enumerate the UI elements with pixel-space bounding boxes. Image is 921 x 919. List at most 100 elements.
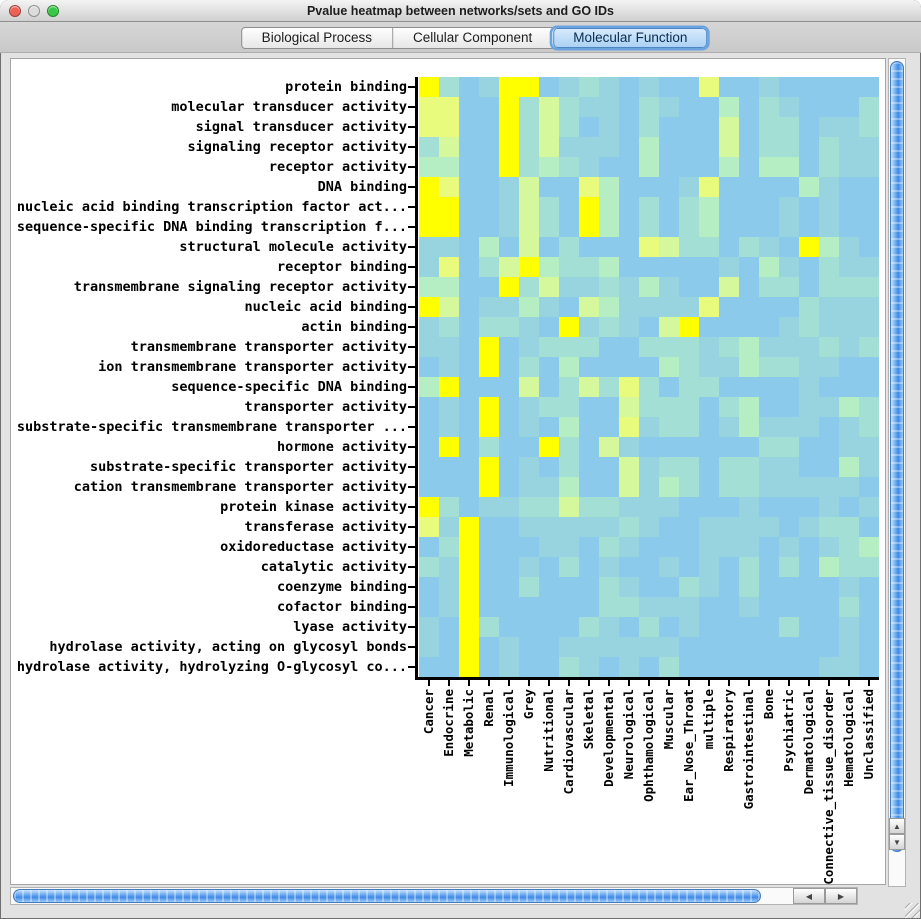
resize-grip[interactable] — [905, 903, 920, 918]
heatmap-cell — [699, 317, 719, 337]
horizontal-scrollbar-thumb[interactable] — [13, 889, 761, 903]
heatmap-cell — [579, 257, 599, 277]
heatmap-cell — [719, 417, 739, 437]
heatmap-cell — [559, 657, 579, 677]
heatmap-cell — [519, 197, 539, 217]
heatmap-cell — [799, 317, 819, 337]
x-tick — [568, 680, 570, 686]
heatmap-cell — [559, 177, 579, 197]
heatmap-cell — [419, 497, 439, 517]
heatmap-cell — [579, 557, 599, 577]
col-label: Developmental — [601, 689, 616, 787]
heatmap-cell — [599, 577, 619, 597]
heatmap-cell — [639, 257, 659, 277]
y-tick — [408, 486, 415, 488]
tab-molecular-function[interactable]: Molecular Function — [552, 28, 708, 48]
zoom-button[interactable] — [47, 5, 59, 17]
heatmap-cell — [619, 157, 639, 177]
heatmap-cell — [759, 77, 779, 97]
heatmap-cell — [679, 417, 699, 437]
heatmap-cell — [659, 477, 679, 497]
heatmap-cell — [519, 457, 539, 477]
heatmap-cell — [459, 617, 479, 637]
heatmap-cell — [679, 517, 699, 537]
heatmap-cell — [679, 137, 699, 157]
minimize-button[interactable] — [28, 5, 40, 17]
heatmap-cell — [839, 77, 859, 97]
heatmap-cell — [439, 417, 459, 437]
heatmap-cell — [779, 517, 799, 537]
heatmap-cell — [539, 497, 559, 517]
heatmap-cell — [539, 397, 559, 417]
y-tick — [408, 366, 415, 368]
heatmap-cell — [739, 317, 759, 337]
heatmap-cell — [479, 297, 499, 317]
y-tick — [408, 466, 415, 468]
heatmap-cell — [719, 337, 739, 357]
heatmap-cell — [659, 577, 679, 597]
heatmap-cell — [679, 237, 699, 257]
heatmap-cell — [459, 457, 479, 477]
scroll-right-button[interactable]: ▶ — [825, 888, 857, 904]
heatmap-cell — [579, 437, 599, 457]
heatmap-cell — [719, 497, 739, 517]
heatmap-cell — [739, 577, 759, 597]
horizontal-scrollbar[interactable]: ◀ ▶ — [10, 887, 858, 905]
y-tick — [408, 206, 415, 208]
col-label: Immunological — [501, 689, 516, 787]
heatmap-cell — [639, 117, 659, 137]
heatmap-cell — [739, 497, 759, 517]
heatmap-cell — [759, 417, 779, 437]
heatmap-cell — [779, 257, 799, 277]
heatmap-cell — [859, 397, 879, 417]
tab-cellular-component[interactable]: Cellular Component — [391, 28, 552, 48]
heatmap-cell — [739, 377, 759, 397]
heatmap-cell — [539, 637, 559, 657]
heatmap-cell — [499, 357, 519, 377]
heatmap-cell — [459, 157, 479, 177]
heatmap-cell — [419, 297, 439, 317]
heatmap-cell — [559, 277, 579, 297]
heatmap-cell — [619, 337, 639, 357]
heatmap-cell — [519, 337, 539, 357]
heatmap-cell — [719, 157, 739, 177]
heatmap-cell — [519, 137, 539, 157]
heatmap-cell — [759, 477, 779, 497]
heatmap-cell — [499, 337, 519, 357]
heatmap-cell — [539, 597, 559, 617]
heatmap-cell — [739, 297, 759, 317]
heatmap-cell — [559, 357, 579, 377]
heatmap-cell — [439, 177, 459, 197]
scroll-left-button[interactable]: ◀ — [793, 888, 825, 904]
heatmap-cell — [479, 437, 499, 457]
scroll-up-button[interactable]: ▲ — [889, 818, 905, 834]
heatmap-cell — [519, 617, 539, 637]
col-label: multiple — [701, 689, 716, 750]
heatmap-cell — [499, 397, 519, 417]
heatmap-cell — [779, 397, 799, 417]
heatmap-cell — [679, 577, 699, 597]
heatmap-cell — [559, 577, 579, 597]
heatmap-cell — [579, 317, 599, 337]
heatmap-cell — [739, 237, 759, 257]
heatmap-cell — [779, 177, 799, 197]
scroll-down-button[interactable]: ▼ — [889, 834, 905, 850]
heatmap-cell — [839, 557, 859, 577]
heatmap-cell — [739, 517, 759, 537]
heatmap-cell — [599, 637, 619, 657]
vertical-scrollbar-thumb[interactable] — [890, 61, 904, 852]
heatmap-cell — [619, 617, 639, 637]
heatmap-cell — [779, 377, 799, 397]
heatmap-cell — [599, 157, 619, 177]
heatmap-cell — [639, 337, 659, 357]
row-label: sequence-specific DNA binding transcript… — [16, 219, 407, 235]
heatmap-cell — [839, 357, 859, 377]
vertical-scrollbar[interactable]: ▲ ▼ — [888, 58, 906, 887]
heatmap-cell — [799, 117, 819, 137]
heatmap-cell — [699, 377, 719, 397]
close-button[interactable] — [9, 5, 21, 17]
heatmap-cell — [439, 117, 459, 137]
heatmap-cell — [579, 197, 599, 217]
heatmap-cell — [639, 617, 659, 637]
tab-biological-process[interactable]: Biological Process — [261, 30, 372, 45]
